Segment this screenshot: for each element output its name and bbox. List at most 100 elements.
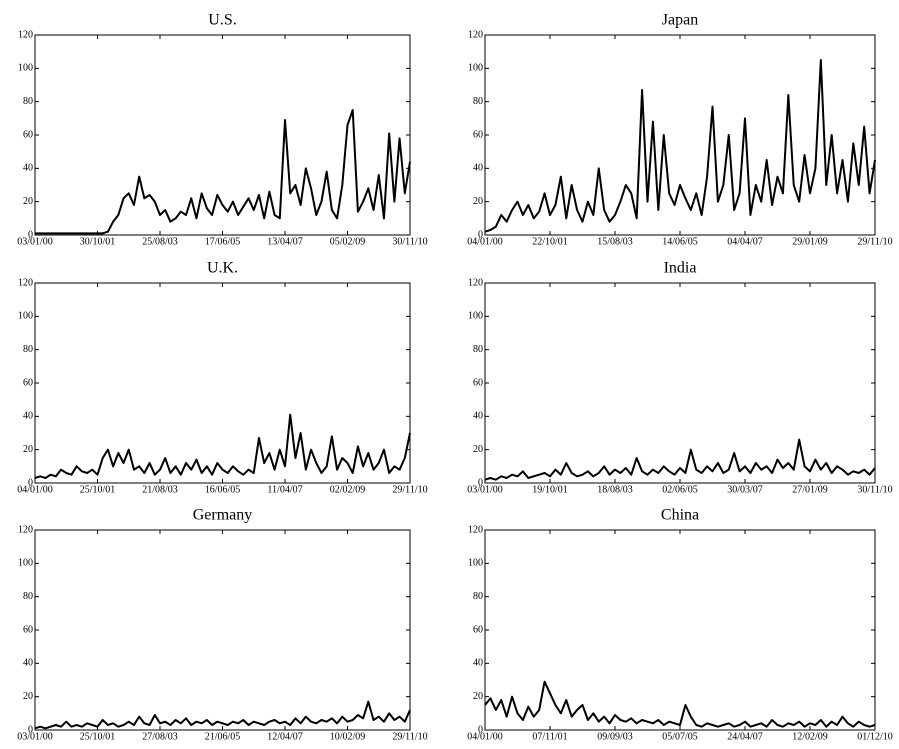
y-tick-label: 80 bbox=[23, 344, 33, 355]
x-tick-label: 13/04/07 bbox=[267, 236, 303, 247]
y-tick-label: 80 bbox=[23, 96, 33, 107]
x-tick-label: 04/01/00 bbox=[467, 731, 503, 742]
x-tick-label: 30/03/07 bbox=[727, 484, 763, 495]
y-tick-label: 20 bbox=[23, 196, 33, 207]
y-tick-label: 0 bbox=[478, 477, 483, 488]
x-tick-label: 25/08/03 bbox=[142, 236, 178, 247]
panel-title: U.S. bbox=[208, 12, 236, 29]
x-tick-label: 04/01/00 bbox=[467, 236, 503, 247]
y-tick-label: 40 bbox=[473, 163, 483, 174]
y-tick-label: 20 bbox=[473, 444, 483, 455]
x-tick-label: 30/11/10 bbox=[392, 236, 427, 247]
y-tick-label: 0 bbox=[478, 724, 483, 735]
series-line bbox=[484, 680, 876, 728]
x-tick-label: 04/04/07 bbox=[727, 236, 763, 247]
x-tick-label: 05/02/09 bbox=[330, 236, 366, 247]
x-tick-label: 22/10/01 bbox=[532, 236, 568, 247]
x-tick-label: 11/04/07 bbox=[267, 484, 302, 495]
x-tick-label: 25/10/01 bbox=[80, 731, 116, 742]
panel-title: Germany bbox=[193, 507, 253, 524]
series-line bbox=[34, 700, 411, 730]
x-tick-label: 24/04/07 bbox=[727, 731, 763, 742]
series-line bbox=[34, 413, 411, 479]
y-tick-label: 60 bbox=[23, 377, 33, 388]
x-tick-label: 30/11/10 bbox=[857, 484, 892, 495]
y-tick-label: 0 bbox=[28, 477, 33, 488]
y-tick-label: 120 bbox=[18, 29, 33, 40]
x-tick-label: 10/02/09 bbox=[330, 731, 366, 742]
x-tick-label: 04/01/00 bbox=[17, 484, 53, 495]
y-tick-label: 100 bbox=[468, 558, 483, 569]
y-tick-label: 80 bbox=[473, 344, 483, 355]
y-tick-label: 40 bbox=[473, 411, 483, 422]
y-tick-label: 120 bbox=[18, 277, 33, 288]
x-tick-label: 21/06/05 bbox=[205, 731, 241, 742]
x-tick-label: 15/08/03 bbox=[597, 236, 633, 247]
x-tick-label: 05/07/05 bbox=[662, 731, 698, 742]
y-tick-label: 60 bbox=[23, 129, 33, 140]
x-tick-label: 30/10/01 bbox=[80, 236, 116, 247]
series-line bbox=[484, 59, 876, 233]
y-tick-label: 100 bbox=[18, 63, 33, 74]
y-tick-label: 40 bbox=[473, 658, 483, 669]
y-tick-label: 0 bbox=[28, 229, 33, 240]
y-tick-label: 0 bbox=[28, 724, 33, 735]
y-tick-label: 60 bbox=[473, 377, 483, 388]
x-tick-label: 16/06/05 bbox=[205, 484, 241, 495]
axes-box bbox=[34, 529, 411, 731]
y-tick-label: 20 bbox=[23, 444, 33, 455]
x-tick-label: 03/01/00 bbox=[17, 236, 53, 247]
y-tick-label: 40 bbox=[23, 658, 33, 669]
y-tick-label: 80 bbox=[23, 591, 33, 602]
y-tick-label: 100 bbox=[468, 311, 483, 322]
x-tick-label: 07/11/01 bbox=[532, 731, 567, 742]
x-tick-label: 09/09/03 bbox=[597, 731, 633, 742]
axes-box bbox=[484, 282, 876, 484]
y-tick-label: 60 bbox=[473, 624, 483, 635]
y-tick-label: 60 bbox=[23, 624, 33, 635]
panel-title: China bbox=[661, 507, 699, 524]
y-tick-label: 20 bbox=[473, 691, 483, 702]
x-tick-label: 27/08/03 bbox=[142, 731, 178, 742]
y-tick-label: 20 bbox=[23, 691, 33, 702]
y-tick-label: 80 bbox=[473, 591, 483, 602]
x-tick-label: 02/02/09 bbox=[330, 484, 366, 495]
y-tick-label: 60 bbox=[473, 129, 483, 140]
y-tick-label: 120 bbox=[18, 524, 33, 535]
x-tick-label: 03/01/00 bbox=[467, 484, 503, 495]
y-tick-label: 0 bbox=[478, 229, 483, 240]
panel-title: India bbox=[664, 260, 697, 277]
x-tick-label: 01/12/10 bbox=[857, 731, 893, 742]
x-tick-label: 12/02/09 bbox=[792, 731, 828, 742]
x-tick-label: 29/11/10 bbox=[392, 731, 427, 742]
x-tick-label: 29/11/10 bbox=[392, 484, 427, 495]
series-line bbox=[484, 438, 876, 481]
x-tick-label: 27/01/09 bbox=[792, 484, 828, 495]
x-tick-label: 03/01/00 bbox=[17, 731, 53, 742]
x-tick-label: 14/06/05 bbox=[662, 236, 698, 247]
x-tick-label: 17/06/05 bbox=[205, 236, 241, 247]
x-tick-label: 12/04/07 bbox=[267, 731, 303, 742]
x-tick-label: 21/08/03 bbox=[142, 484, 178, 495]
y-tick-label: 120 bbox=[468, 524, 483, 535]
y-tick-label: 40 bbox=[23, 163, 33, 174]
y-tick-label: 120 bbox=[468, 29, 483, 40]
axes-box bbox=[34, 282, 411, 484]
y-tick-label: 100 bbox=[18, 558, 33, 569]
x-tick-label: 18/08/03 bbox=[597, 484, 633, 495]
y-tick-label: 20 bbox=[473, 196, 483, 207]
y-tick-label: 40 bbox=[23, 411, 33, 422]
x-tick-label: 29/01/09 bbox=[792, 236, 828, 247]
y-tick-label: 100 bbox=[18, 311, 33, 322]
x-tick-label: 25/10/01 bbox=[80, 484, 116, 495]
x-tick-label: 19/10/01 bbox=[532, 484, 568, 495]
panel-title: Japan bbox=[662, 12, 698, 29]
panel-title: U.K. bbox=[207, 260, 238, 277]
x-tick-label: 02/06/05 bbox=[662, 484, 698, 495]
x-tick-label: 29/11/10 bbox=[857, 236, 892, 247]
axes-box bbox=[484, 529, 876, 731]
y-tick-label: 100 bbox=[468, 63, 483, 74]
y-tick-label: 120 bbox=[468, 277, 483, 288]
